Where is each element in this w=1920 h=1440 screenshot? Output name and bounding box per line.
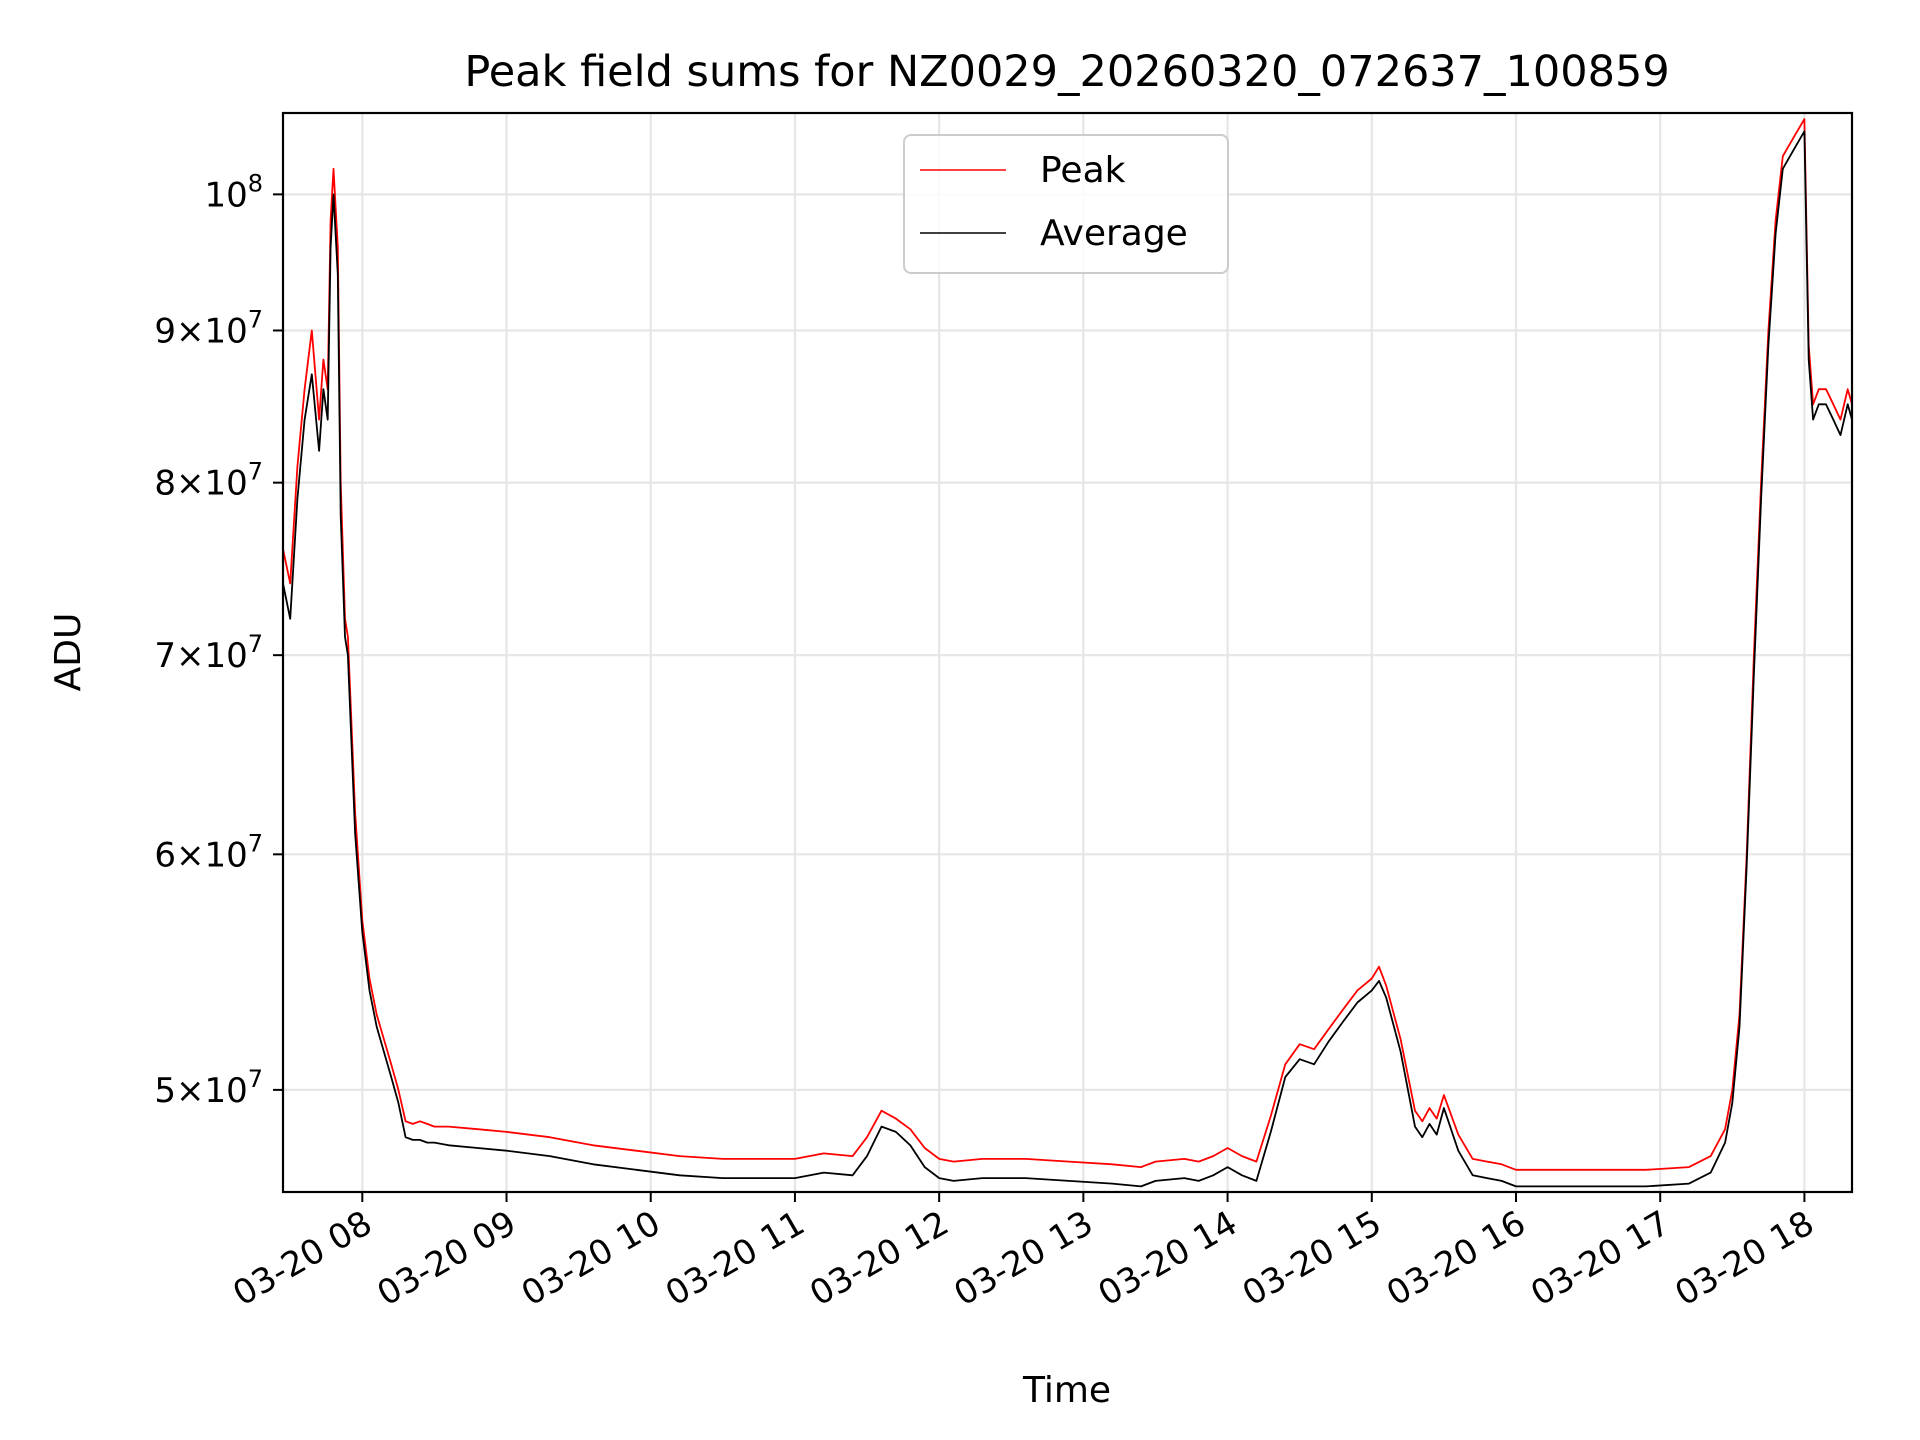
- series-layer: [282, 118, 1853, 1188]
- y-tick-label: 9×107: [154, 305, 263, 351]
- legend-label-average: Average: [1040, 213, 1188, 254]
- plot-frame: [281, 111, 1854, 1194]
- legend: Peak Average: [903, 134, 1229, 274]
- y-tick-label: 5×107: [154, 1065, 263, 1111]
- y-tick-label: 7×107: [154, 630, 263, 676]
- y-tick-label: 8×107: [154, 458, 263, 504]
- series-line-average: [282, 130, 1853, 1188]
- y-axis-title: ADU: [48, 613, 89, 692]
- chart-title: Peak field sums for NZ0029_20260320_0726…: [464, 47, 1669, 97]
- grid: [283, 113, 1852, 1192]
- legend-label-peak: Peak: [1040, 150, 1126, 191]
- y-tick-label: 108: [204, 169, 263, 215]
- y-tick-label: 6×107: [154, 829, 263, 875]
- x-axis-title: Time: [1022, 1370, 1111, 1411]
